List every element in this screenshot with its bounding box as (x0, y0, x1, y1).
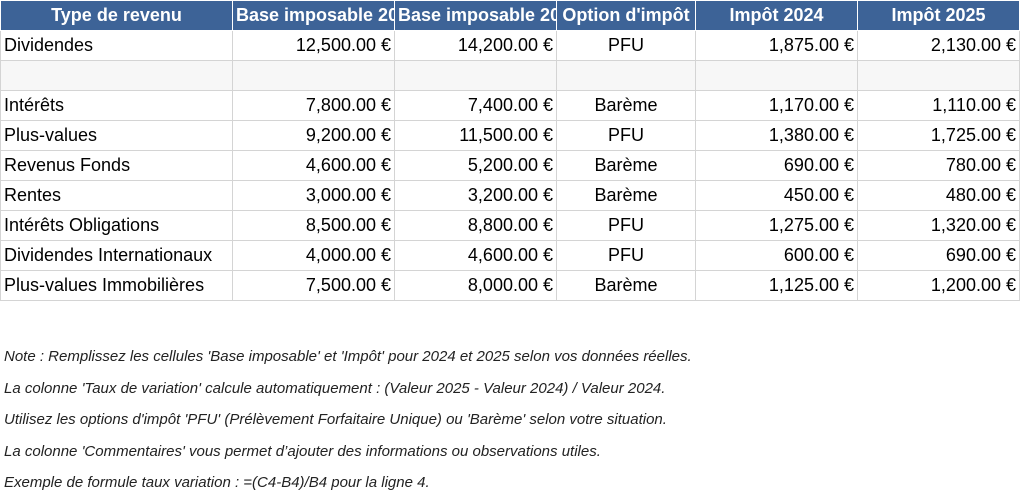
note: La colonne 'Commentaires' vous permet d’… (4, 442, 601, 460)
table-cell: 9,200.00 € (232, 120, 395, 151)
table-cell: 4,000.00 € (232, 240, 395, 271)
table-cell: Plus-values Immobilières (0, 270, 233, 301)
table-cell: 14,200.00 € (394, 30, 557, 61)
header-cell: Option d'impôt (556, 0, 696, 31)
table-cell: Barème (556, 150, 696, 181)
table-cell: PFU (556, 240, 696, 271)
table-cell: 690.00 € (695, 150, 858, 181)
table-row: Plus-values Immobilières 7,500.00 €8,000.… (0, 270, 1020, 301)
empty-cell (0, 60, 233, 91)
table-cell: 1,170.00 € (695, 90, 858, 121)
table-cell: 7,800.00 € (232, 90, 395, 121)
note: La colonne 'Taux de variation' calcule a… (4, 379, 666, 397)
table-cell: Rentes (0, 180, 233, 211)
table-cell: 1,320.00 € (857, 210, 1020, 241)
table-cell: 12,500.00 € (232, 30, 395, 61)
empty-cell (556, 60, 696, 91)
table-cell: 780.00 € (857, 150, 1020, 181)
table-cell: 2,130.00 € (857, 30, 1020, 61)
table-row: Intérêts Obligations 8,500.00 €8,800.00 €… (0, 210, 1020, 241)
table-cell: 1,725.00 € (857, 120, 1020, 151)
table-cell: Barème (556, 270, 696, 301)
table-cell: 690.00 € (857, 240, 1020, 271)
table-cell: Barème (556, 180, 696, 211)
table-row: Intérêts 7,800.00 €7,400.00 € Barème 1,170.… (0, 90, 1020, 121)
table-cell: Revenus Fonds (0, 150, 233, 181)
note: Exemple de formule taux variation : =(C4… (4, 474, 430, 491)
table-cell: 5,200.00 € (394, 150, 557, 181)
empty-cell (695, 60, 858, 91)
header-cell: Base imposable 2024 (232, 0, 395, 31)
note: Note : Remplissez les cellules 'Base imp… (4, 348, 692, 365)
table-cell: 4,600.00 € (394, 240, 557, 271)
table-cell: Dividendes Internationaux (0, 240, 233, 271)
note: Utilisez les options d'impôt 'PFU' (Prél… (4, 411, 667, 428)
table-cell: 1,125.00 € (695, 270, 858, 301)
table-cell: Plus-values (0, 120, 233, 151)
table-cell: 450.00 € (695, 180, 858, 211)
empty-row (0, 60, 1020, 91)
table-cell: 3,000.00 € (232, 180, 395, 211)
table-cell: 8,800.00 € (394, 210, 557, 241)
table-row: Dividendes 12,500.00 €14,200.00 € PFU 1,875… (0, 30, 1020, 61)
table-cell: 1,110.00 € (857, 90, 1020, 121)
table-cell: 8,500.00 € (232, 210, 395, 241)
table-cell: PFU (556, 120, 696, 151)
empty-cell (857, 60, 1020, 91)
table-cell: PFU (556, 210, 696, 241)
table-row: Revenus Fonds 4,600.00 €5,200.00 € Barème 6… (0, 150, 1020, 181)
table-cell: 480.00 € (857, 180, 1020, 211)
header-cell: Type de revenu (0, 0, 233, 31)
table-cell: Dividendes (0, 30, 233, 61)
table-cell: 1,275.00 € (695, 210, 858, 241)
table-cell: 600.00 € (695, 240, 858, 271)
table-cell: 1,380.00 € (695, 120, 858, 151)
table-cell: Intérêts Obligations (0, 210, 233, 241)
table-row: Dividendes Internationaux 4,000.00 €4,600… (0, 240, 1020, 271)
table-row: Rentes 3,000.00 €3,200.00 € Barème 450.00 €… (0, 180, 1020, 211)
table-cell: 4,600.00 € (232, 150, 395, 181)
table-cell: 1,875.00 € (695, 30, 858, 61)
table-cell: 8,000.00 € (394, 270, 557, 301)
table-cell: Barème (556, 90, 696, 121)
table-cell: 1,200.00 € (857, 270, 1020, 301)
header-cell: Base imposable 2025 (394, 0, 557, 31)
table-cell: 11,500.00 € (394, 120, 557, 151)
header-cell: Impôt 2025 (857, 0, 1020, 31)
empty-cell (232, 60, 395, 91)
table-cell: 7,500.00 € (232, 270, 395, 301)
table-cell: 7,400.00 € (394, 90, 557, 121)
table-cell: Intérêts (0, 90, 233, 121)
empty-cell (394, 60, 557, 91)
table-row: Plus-values 9,200.00 €11,500.00 € PFU 1,380… (0, 120, 1020, 151)
header-cell: Impôt 2024 (695, 0, 858, 31)
table-cell: PFU (556, 30, 696, 61)
table-cell: 3,200.00 € (394, 180, 557, 211)
